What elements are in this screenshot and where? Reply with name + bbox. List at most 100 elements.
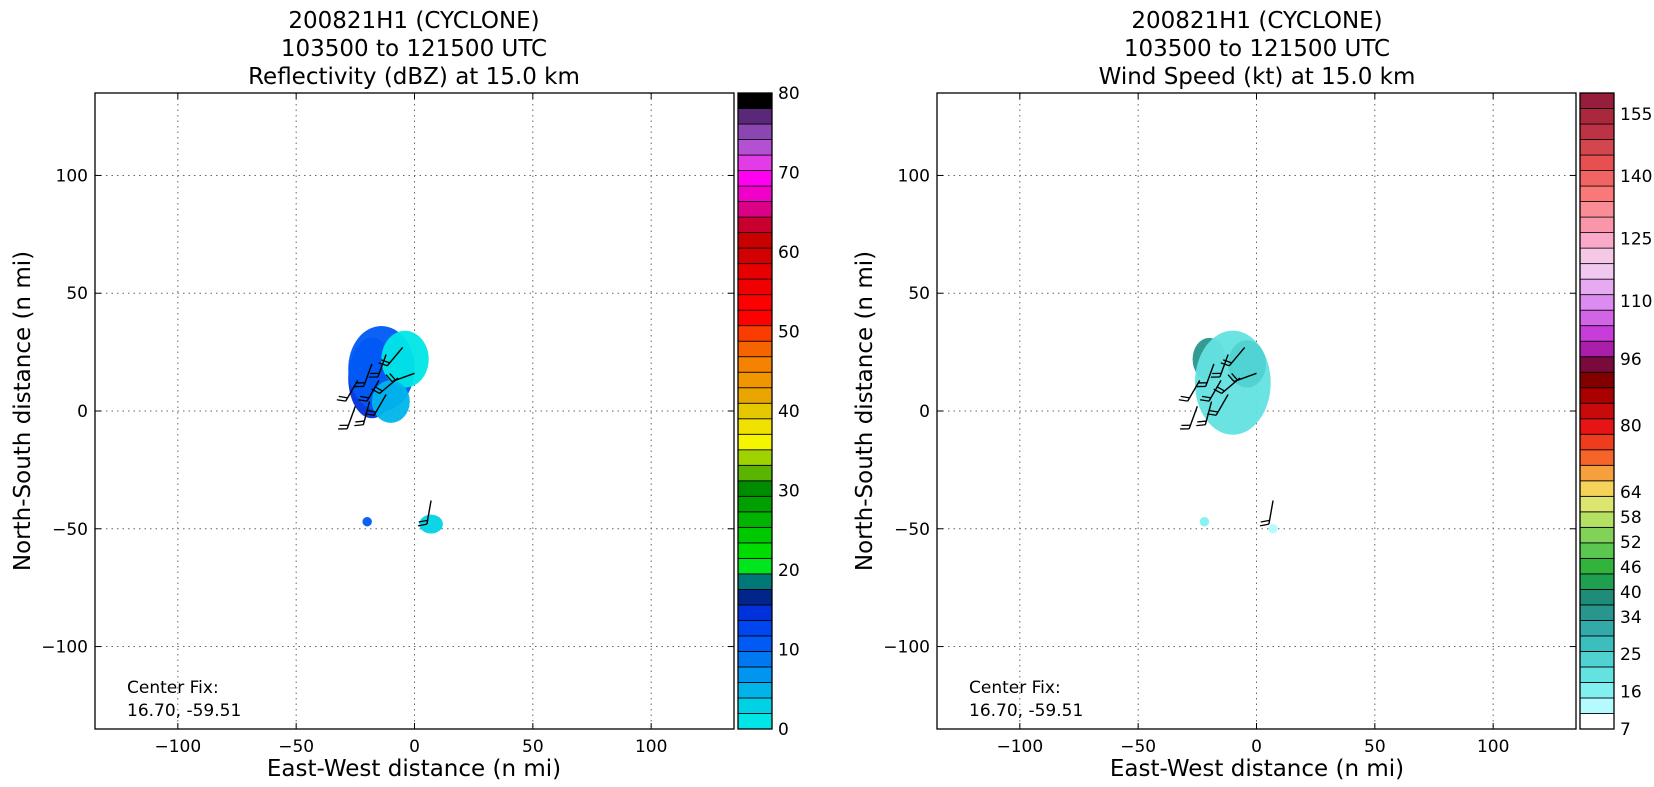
colorbar-tick-label: 0: [778, 720, 789, 740]
barb-shaft: [1219, 354, 1229, 378]
barb-flag: [365, 413, 375, 416]
barb-flag: [336, 399, 346, 402]
colorbar-tick-label: 64: [1620, 483, 1642, 503]
x-tick-label: 100: [635, 737, 667, 757]
main-echo-cyan: [381, 330, 429, 388]
echo-field: [1192, 330, 1278, 534]
barb-flag: [1222, 359, 1232, 364]
colorbar-segment: [737, 139, 773, 156]
colorbar-segment: [737, 495, 773, 513]
colorbar-frame: [1579, 92, 1615, 730]
colorbar-tick-label: 30: [778, 482, 800, 502]
barb-flag: [354, 424, 364, 427]
barb-shaft: [1187, 380, 1201, 402]
wind-barb: [354, 401, 371, 427]
y-tick-label: −100: [41, 638, 88, 658]
colorbar-segment: [737, 511, 773, 528]
colorbar-segment: [737, 92, 773, 109]
x-tick-label: 50: [522, 737, 544, 757]
wind-barb: [1196, 363, 1215, 388]
colorbar-segment: [737, 526, 773, 544]
colorbar-segment: [1579, 588, 1615, 606]
center-fix-coords: 16.70, -59.51: [127, 701, 241, 721]
colorbar-segment: [737, 713, 773, 730]
x-tick-label: −50: [1120, 737, 1156, 757]
barb-shaft: [391, 372, 415, 383]
colorbar-segment: [1579, 123, 1615, 140]
colorbar-tick-label: 58: [1620, 508, 1642, 528]
colorbar-segment: [1579, 309, 1615, 327]
colorbar-segment: [737, 247, 773, 265]
colorbar-segment: [737, 108, 773, 125]
colorbar-tick-label: 7: [1620, 720, 1631, 740]
barb-flag: [338, 395, 348, 399]
colorbar-segment: [1579, 294, 1615, 311]
barb-shaft: [1215, 394, 1229, 416]
colorbar-tick-label: 110: [1620, 292, 1652, 312]
colorbar-segment: [1579, 480, 1615, 497]
south-echo-right: [1268, 524, 1278, 534]
colorbar-segment: [1579, 371, 1615, 389]
x-tick-label: 0: [409, 737, 420, 757]
y-tick-label: −50: [52, 520, 88, 540]
barb-flag: [355, 420, 365, 423]
colorbar-segment: [737, 635, 773, 652]
colorbar-segment: [737, 588, 773, 606]
barb-shaft: [1233, 372, 1257, 383]
barb-shaft: [366, 380, 380, 402]
colorbar-segment: [737, 123, 773, 140]
panel-title-line-2: 103500 to 121500 UTC: [1124, 36, 1390, 62]
x-tick-label: 50: [1364, 737, 1386, 757]
main-echo-mid: [1228, 340, 1266, 388]
center-fix-label: Center Fix:: [969, 678, 1061, 698]
wind-barb: [365, 394, 387, 416]
colorbar-tick-label: 60: [778, 243, 800, 263]
barb-flag: [378, 362, 388, 367]
colorbar-segment: [1579, 542, 1615, 559]
panel-title-line-1: 200821H1 (CYCLONE): [1131, 8, 1382, 34]
colorbar-segment: [1579, 263, 1615, 280]
colorbar-segment: [737, 201, 773, 218]
colorbar-segment: [1579, 356, 1615, 373]
colorbar-segment: [1579, 557, 1615, 575]
wind-barb: [368, 354, 387, 378]
colorbar-tick-label: 50: [778, 323, 800, 343]
colorbar-segment: [1579, 247, 1615, 265]
wind-barb: [385, 372, 415, 383]
barb-flag: [385, 374, 393, 382]
colorbar-segment: [1579, 449, 1615, 466]
colorbar-segment: [737, 402, 773, 420]
colorbar-segment: [737, 666, 773, 683]
barb-flag: [1220, 362, 1230, 367]
colorbar-segment: [1579, 666, 1615, 683]
colorbar-segment: [737, 573, 773, 590]
colorbar-segment: [737, 325, 773, 342]
barb-flag: [1196, 424, 1206, 427]
colorbar-tick-label: 155: [1620, 105, 1652, 125]
barb-flag: [1180, 395, 1190, 399]
colorbar-segment: [1579, 418, 1615, 435]
colorbar-segment: [1579, 201, 1615, 218]
barb-flag: [1260, 519, 1270, 523]
colorbar-segment: [737, 356, 773, 373]
x-tick-label: 0: [1251, 737, 1262, 757]
barb-shaft: [386, 346, 404, 367]
barb-flag: [374, 386, 383, 392]
south-echo-left: [362, 516, 372, 527]
wind-barb: [417, 500, 432, 527]
colorbar-segment: [1579, 340, 1615, 358]
colorbar-tick-label: 140: [1620, 167, 1652, 187]
y-tick-label: 100: [898, 166, 930, 186]
colorbar-tick-label: 10: [778, 641, 800, 661]
colorbar-segment: [737, 418, 773, 435]
main-echo-mid: [371, 380, 410, 423]
y-tick-label: 0: [919, 402, 930, 422]
barb-flag: [417, 523, 428, 527]
south-echo-right: [419, 514, 443, 534]
colorbar-segment: [1579, 92, 1615, 109]
axis-ticks: −100 −50 0 50 100 −100 −50 0 50 100: [883, 93, 1576, 757]
barb-shaft: [1204, 401, 1213, 425]
colorbar-tick-label: 46: [1620, 558, 1642, 578]
wind-barb: [1200, 380, 1222, 402]
wind-barb: [354, 363, 373, 388]
